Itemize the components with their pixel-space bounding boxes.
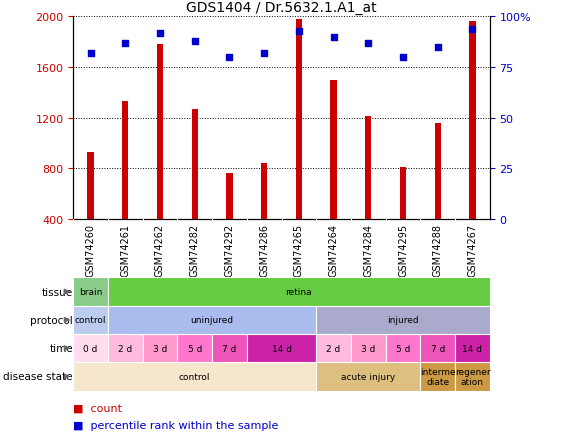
Text: GSM74295: GSM74295 bbox=[398, 224, 408, 277]
Bar bbox=[177, 334, 212, 362]
Text: GSM74284: GSM74284 bbox=[363, 224, 373, 277]
Bar bbox=[108, 306, 316, 334]
Point bbox=[190, 38, 199, 45]
Text: 0 d: 0 d bbox=[83, 344, 98, 353]
Point bbox=[86, 50, 95, 57]
Point bbox=[434, 44, 443, 51]
Text: GSM74286: GSM74286 bbox=[259, 224, 269, 277]
Text: regener
ation: regener ation bbox=[455, 367, 490, 386]
Text: GSM74288: GSM74288 bbox=[433, 224, 443, 277]
Bar bbox=[365, 117, 372, 219]
Point bbox=[260, 50, 269, 57]
Text: GSM74282: GSM74282 bbox=[190, 224, 200, 277]
Bar bbox=[400, 168, 406, 219]
Text: 2 d: 2 d bbox=[327, 344, 341, 353]
Point bbox=[468, 26, 477, 33]
Bar bbox=[73, 362, 316, 391]
Text: GSM74264: GSM74264 bbox=[329, 224, 338, 277]
Bar bbox=[316, 334, 351, 362]
Bar bbox=[73, 306, 108, 334]
Bar bbox=[108, 334, 142, 362]
Bar bbox=[212, 334, 247, 362]
Bar bbox=[316, 362, 421, 391]
Bar bbox=[247, 334, 316, 362]
Text: disease state: disease state bbox=[3, 372, 73, 381]
Text: GSM74261: GSM74261 bbox=[120, 224, 130, 277]
Text: GSM74292: GSM74292 bbox=[225, 224, 234, 277]
Text: protocol: protocol bbox=[30, 315, 73, 325]
Text: 5 d: 5 d bbox=[396, 344, 410, 353]
Point bbox=[329, 34, 338, 41]
Bar bbox=[226, 174, 233, 219]
Point bbox=[225, 54, 234, 61]
Text: GSM74260: GSM74260 bbox=[86, 224, 96, 277]
Text: 2 d: 2 d bbox=[118, 344, 132, 353]
Text: 14 d: 14 d bbox=[462, 344, 482, 353]
Text: 3 d: 3 d bbox=[153, 344, 167, 353]
Text: acute injury: acute injury bbox=[341, 372, 395, 381]
Bar bbox=[316, 306, 490, 334]
Text: control: control bbox=[75, 316, 106, 325]
Bar bbox=[261, 164, 267, 219]
Text: brain: brain bbox=[79, 287, 102, 296]
Point bbox=[120, 40, 129, 47]
Bar bbox=[330, 80, 337, 219]
Text: 5 d: 5 d bbox=[187, 344, 202, 353]
Text: time: time bbox=[49, 343, 73, 353]
Text: injured: injured bbox=[387, 316, 419, 325]
Text: 3 d: 3 d bbox=[361, 344, 376, 353]
Bar bbox=[455, 334, 490, 362]
Text: tissue: tissue bbox=[42, 287, 73, 297]
Text: 7 d: 7 d bbox=[431, 344, 445, 353]
Bar bbox=[296, 20, 302, 219]
Bar bbox=[73, 278, 108, 306]
Text: uninjured: uninjured bbox=[190, 316, 234, 325]
Text: ■  percentile rank within the sample: ■ percentile rank within the sample bbox=[73, 421, 279, 430]
Bar bbox=[421, 334, 455, 362]
Text: 7 d: 7 d bbox=[222, 344, 236, 353]
Point bbox=[399, 54, 408, 61]
Bar bbox=[157, 45, 163, 219]
Text: 14 d: 14 d bbox=[271, 344, 292, 353]
Text: control: control bbox=[179, 372, 211, 381]
Bar bbox=[351, 334, 386, 362]
Point bbox=[155, 30, 164, 37]
Bar bbox=[122, 102, 128, 219]
Title: GDS1404 / Dr.5632.1.A1_at: GDS1404 / Dr.5632.1.A1_at bbox=[186, 1, 377, 15]
Text: retina: retina bbox=[285, 287, 312, 296]
Text: ■  count: ■ count bbox=[73, 403, 122, 413]
Bar bbox=[73, 334, 108, 362]
Point bbox=[294, 28, 303, 35]
Text: GSM74267: GSM74267 bbox=[467, 224, 477, 277]
Bar bbox=[87, 152, 93, 219]
Bar bbox=[455, 362, 490, 391]
Text: GSM74265: GSM74265 bbox=[294, 224, 304, 277]
Point bbox=[364, 40, 373, 47]
Bar bbox=[470, 23, 476, 219]
Text: interme
diate: interme diate bbox=[420, 367, 455, 386]
Bar bbox=[435, 123, 441, 219]
Bar bbox=[142, 334, 177, 362]
Bar bbox=[421, 362, 455, 391]
Text: GSM74262: GSM74262 bbox=[155, 224, 165, 277]
Bar bbox=[191, 109, 198, 219]
Bar bbox=[386, 334, 421, 362]
